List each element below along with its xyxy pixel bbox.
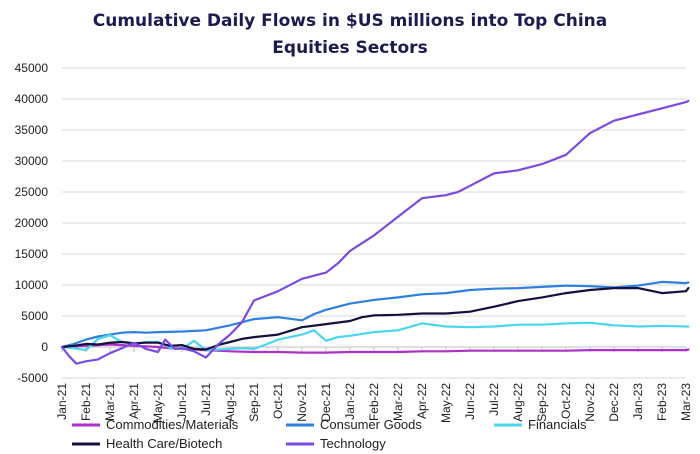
series-line-consumer-goods [60,280,690,349]
x-tick-label: Dec-21 [319,383,333,422]
y-tick-label: 25000 [15,185,49,199]
series-lines [60,99,690,365]
x-tick-label: Aug-21 [223,383,237,422]
x-tick-label: Apr-21 [127,383,141,419]
legend[interactable]: Commodities/Materials Consumer Goods Finan… [72,417,587,451]
y-tick-label: 15000 [15,247,49,261]
x-tick-label: Mar-22 [391,383,405,421]
legend-item-financials[interactable]: Financials [494,417,587,432]
chart-title-line-1: Cumulative Daily Flows in $US millions i… [92,11,608,31]
legend-label: Consumer Goods [320,417,422,432]
y-tick-label: 40000 [15,92,49,106]
chart-title: Cumulative Daily Flows in $US millions i… [0,8,700,62]
x-axis: Jan-21 Feb-21 Mar-21 Apr-21 May-21 Jun-21 Jul-… [55,346,693,423]
x-tick-label: Jun-22 [463,383,477,420]
legend-label: Commodities/Materials [106,417,239,432]
series-line-health-care-biotech [60,287,690,351]
legend-item-health-care-biotech[interactable]: Health Care/Biotech [72,436,222,451]
x-tick-label: Mar-21 [103,383,117,421]
legend-label: Health Care/Biotech [106,436,222,451]
x-tick-label: Jul-21 [199,383,213,416]
x-tick-label: Sep-22 [535,383,549,422]
legend-item-consumer-goods[interactable]: Consumer Goods [286,417,422,432]
x-tick-label: Jan-22 [343,383,357,420]
y-tick-label: 10000 [15,278,49,292]
x-tick-label: Oct-21 [271,383,285,419]
x-tick-label: Feb-21 [79,383,93,421]
x-tick-label: Aug-22 [511,383,525,422]
x-tick-label: Dec-22 [607,383,621,422]
y-tick-label: 20000 [15,216,49,230]
x-tick-label: Jan-21 [55,383,69,420]
chart-title-line-2: Equities Sectors [272,38,428,58]
x-tick-label: May-21 [151,383,165,423]
x-tick-label: Feb-22 [367,383,381,421]
x-tick-label: Oct-22 [559,383,573,419]
y-tick-label: 0 [41,340,48,354]
y-tick-label: -5000 [17,371,48,385]
x-tick-label: Sep-21 [247,383,261,422]
x-tick-label: May-22 [439,383,453,423]
x-tick-label: Mar-23 [679,383,693,421]
x-tick-label: Nov-22 [583,383,597,422]
y-tick-label: 45000 [15,61,49,75]
series-line-technology [60,99,690,365]
x-tick-label: Jul-22 [487,383,501,416]
x-tick-label: Jun-21 [175,383,189,420]
x-tick-label: Feb-23 [655,383,669,421]
x-tick-label: Nov-21 [295,383,309,422]
y-tick-label: 35000 [15,123,49,137]
legend-item-technology[interactable]: Technology [286,436,386,451]
legend-label: Technology [320,436,386,451]
x-tick-label: Jan-23 [631,383,645,420]
y-axis: 45000 40000 35000 30000 25000 20000 15000 10000… [15,61,49,385]
legend-item-commodities-materials[interactable]: Commodities/Materials [72,417,239,432]
y-tick-label: 5000 [21,309,48,323]
y-tick-label: 30000 [15,154,49,168]
x-tick-label: Apr-22 [415,383,429,419]
legend-label: Financials [528,417,587,432]
